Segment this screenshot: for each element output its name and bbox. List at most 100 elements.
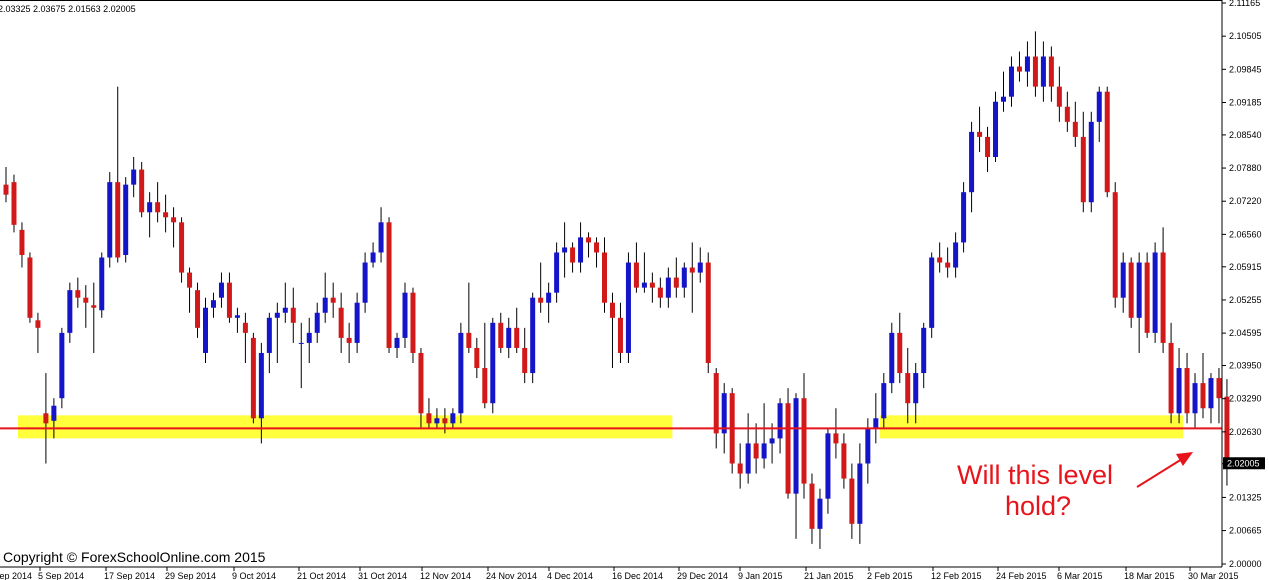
- y-tick-label: 2.07220: [1229, 196, 1262, 206]
- candle: [1056, 66, 1062, 122]
- candle: [977, 106, 983, 152]
- candle: [929, 252, 935, 338]
- candle-body-bullish: [865, 428, 871, 464]
- candle-body-bearish: [689, 267, 695, 273]
- candle-body-bullish: [1152, 252, 1158, 333]
- candle-body-bullish: [1096, 91, 1102, 122]
- candle: [1096, 86, 1102, 142]
- x-tick-label: 16 Dec 2014: [612, 571, 663, 580]
- candle: [234, 307, 240, 333]
- candle: [586, 232, 592, 258]
- x-tick-label: 17 Sep 2014: [104, 571, 155, 580]
- candle-body-bearish: [1064, 106, 1070, 122]
- candle: [282, 282, 288, 323]
- candle-body-bearish: [1168, 342, 1174, 414]
- candle: [35, 312, 41, 353]
- candle-body-bearish: [617, 317, 623, 353]
- candle-body-bullish: [881, 383, 887, 419]
- x-tick-label: 12 Nov 2014: [420, 571, 471, 580]
- candle: [729, 388, 735, 474]
- candle-body-bullish: [641, 282, 647, 288]
- candle: [179, 217, 185, 283]
- candle-body-bearish: [91, 305, 97, 308]
- y-tick-label: 2.05915: [1229, 262, 1262, 272]
- candle: [75, 277, 81, 308]
- candle: [378, 207, 384, 263]
- candle: [945, 247, 951, 278]
- candle-body-bearish: [602, 252, 607, 303]
- candle: [322, 272, 328, 323]
- candle-body-bearish: [1216, 378, 1222, 399]
- candle-body-bearish: [338, 307, 344, 338]
- copyright-notice: Copyright © ForexSchoolOnline.com 2015: [3, 549, 266, 565]
- candle-body-bearish: [346, 337, 352, 343]
- candle: [570, 242, 576, 273]
- candle: [937, 242, 943, 273]
- candle-body-bullish: [59, 332, 65, 399]
- candle-body-bearish: [1048, 56, 1054, 87]
- candle: [514, 307, 520, 353]
- candle: [155, 182, 161, 223]
- candle-body-bullish: [506, 327, 512, 348]
- candle: [210, 292, 216, 318]
- y-tick-label: 2.09845: [1229, 64, 1262, 74]
- candle: [195, 282, 201, 338]
- candle-body-bearish: [171, 217, 177, 223]
- candle-body-bullish: [1024, 56, 1030, 72]
- candle-body-bearish: [442, 418, 448, 424]
- candle-body-bearish: [657, 287, 663, 298]
- candle: [546, 282, 552, 323]
- candle-body-bearish: [753, 443, 759, 459]
- x-tick-label: 21 Oct 2014: [297, 571, 346, 580]
- candle: [218, 272, 224, 308]
- candle-body-bearish: [115, 182, 121, 258]
- candle-body-bearish: [1144, 262, 1150, 333]
- candle: [466, 282, 472, 353]
- y-tick-label: 2.01325: [1229, 492, 1262, 502]
- candle: [171, 207, 177, 248]
- candle-body-bullish: [665, 277, 671, 298]
- candle: [43, 373, 49, 464]
- candle: [1040, 41, 1046, 102]
- candle-body-bearish: [195, 290, 201, 328]
- candle-body-bullish: [777, 403, 783, 439]
- candle-body-bearish: [226, 282, 232, 318]
- candle: [881, 373, 887, 429]
- candle-body-bullish: [306, 332, 312, 343]
- annotation-arrow: [1136, 458, 1183, 488]
- candle-body-bearish: [83, 297, 89, 303]
- candle-body-bearish: [594, 242, 600, 253]
- candle-body-bullish: [1088, 121, 1094, 203]
- candle-body-bullish: [322, 297, 328, 313]
- candle: [969, 121, 975, 213]
- candle-body-bearish: [1224, 396, 1230, 464]
- candle-body-bearish: [386, 222, 392, 348]
- candle-body-bearish: [833, 433, 839, 444]
- candle: [921, 322, 927, 389]
- candle: [394, 332, 400, 358]
- candle-body-bearish: [945, 262, 951, 268]
- y-tick-label: 2.11165: [1229, 0, 1260, 8]
- candle-body-bullish: [793, 398, 799, 494]
- candle-body-bearish: [43, 413, 49, 424]
- candle-body-bullish: [953, 242, 959, 268]
- candle: [290, 287, 296, 343]
- annotation-line-1: Will this level: [957, 460, 1113, 490]
- candle-body-bearish: [35, 320, 41, 328]
- candle-body-bearish: [27, 257, 33, 318]
- candle-body-bearish: [586, 237, 592, 243]
- candle: [123, 177, 129, 263]
- y-tick-label: 2.07880: [1229, 163, 1262, 173]
- candle-body-bullish: [697, 262, 703, 273]
- candle: [562, 222, 568, 278]
- candle: [298, 322, 304, 389]
- candle: [681, 262, 687, 298]
- candle: [1104, 86, 1110, 198]
- candle-body-bullish: [546, 292, 552, 303]
- candle-body-bearish: [937, 257, 943, 263]
- candle-body-bullish: [402, 292, 408, 338]
- candle-body-bullish: [1192, 383, 1198, 414]
- candle-body-bullish: [354, 302, 360, 343]
- candle: [434, 408, 440, 429]
